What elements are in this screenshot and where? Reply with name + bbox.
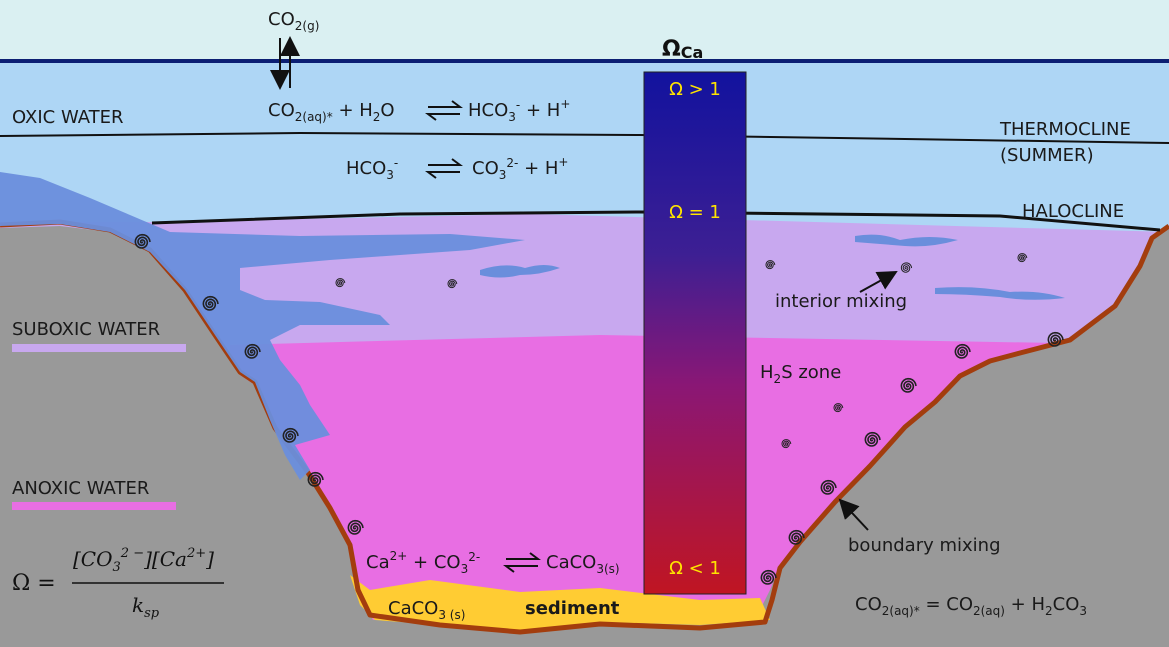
equation-bicarbonate: HCO3- + H+: [468, 97, 570, 124]
equation-carbonate: CO32- + H+: [472, 155, 568, 182]
eddy-spiral: [833, 403, 844, 413]
equilibrium-arrow: [425, 100, 463, 121]
thermocline-summer-label: (SUMMER): [1000, 145, 1094, 166]
boundary-mixing-arrow: [838, 498, 869, 531]
equation-calcite: CaCO3(s): [546, 552, 620, 576]
omega-definition-numerator: [CO32 −][Ca2+]: [73, 546, 214, 575]
omega-column: [643, 71, 747, 595]
interior-mixing-arrow: [859, 271, 898, 293]
eddy-spiral: [900, 262, 913, 273]
anoxic-water-label: ANOXIC WATER: [12, 478, 149, 499]
eddy-spiral: [864, 431, 881, 447]
suboxic-water-label: SUBOXIC WATER: [12, 319, 160, 340]
eddy-group: [134, 233, 1064, 585]
eddy-spiral: [1017, 253, 1028, 263]
eddy-spiral: [788, 529, 805, 545]
omega-level-high: Ω > 1: [669, 79, 721, 100]
eddy-spiral: [307, 471, 324, 487]
eddy-spiral: [347, 519, 364, 535]
oxic-water-label: OXIC WATER: [12, 107, 124, 128]
equation-co2-aq-definition: CO2(aq)* = CO2(aq) + H2CO3: [855, 594, 1087, 618]
land-right: [740, 226, 1169, 647]
eddy-spiral: [1047, 331, 1064, 347]
equation-bicarbonate-dissociation: HCO3-: [346, 156, 398, 182]
interior-mixing-label: interior mixing: [775, 291, 907, 312]
land-left: [0, 226, 380, 647]
omega-level-low: Ω < 1: [669, 558, 721, 579]
eddy-spiral: [282, 427, 299, 443]
eddy-spiral: [765, 260, 776, 270]
eddy-spiral: [954, 343, 971, 359]
thermocline-line: [0, 131, 1169, 144]
co2-gas-label: CO2(g): [268, 9, 319, 33]
intrusion-blob: [855, 234, 958, 247]
omega-definition-lhs: Ω =: [12, 571, 56, 596]
eddy-spiral: [244, 343, 261, 359]
sediment-formula: CaCO3 (s): [388, 598, 465, 622]
boundary-mixing-label: boundary mixing: [848, 535, 1001, 556]
intrusion-blob: [935, 287, 1065, 300]
eddy-spiral: [760, 569, 777, 585]
eddy-spiral: [134, 233, 151, 249]
eddy-spiral: [900, 377, 917, 393]
omega-level-equal: Ω = 1: [669, 202, 721, 223]
sediment-label: sediment: [525, 598, 620, 619]
atmosphere: [0, 0, 1169, 62]
equation-calcite-precipitation: Ca2+ + CO32-: [366, 549, 480, 576]
thermocline-label: THERMOCLINE: [999, 119, 1131, 140]
eddy-spiral: [820, 479, 837, 495]
omega-column-title: ΩCa: [662, 37, 703, 62]
intrusion-blob: [480, 265, 560, 278]
suboxic-legend-bar: [12, 344, 186, 352]
anoxic-legend-bar: [12, 502, 176, 510]
sediment-layer: [350, 575, 770, 630]
omega-definition-denominator: ksp: [132, 593, 160, 621]
halocline-line: [151, 210, 1161, 232]
eddy-spiral: [202, 295, 219, 311]
eddy-spiral: [447, 279, 458, 289]
equation-co2-hydration: CO2(aq)* + H2O: [268, 100, 395, 124]
eddy-spiral: [335, 278, 346, 288]
equilibrium-arrow: [503, 552, 541, 573]
h2s-zone-label: H2S zone: [760, 362, 841, 386]
lateral-intrusion: [0, 172, 525, 480]
halocline-label: HALOCLINE: [1022, 201, 1124, 222]
eddy-spiral: [781, 439, 792, 449]
equilibrium-arrow: [425, 158, 463, 179]
